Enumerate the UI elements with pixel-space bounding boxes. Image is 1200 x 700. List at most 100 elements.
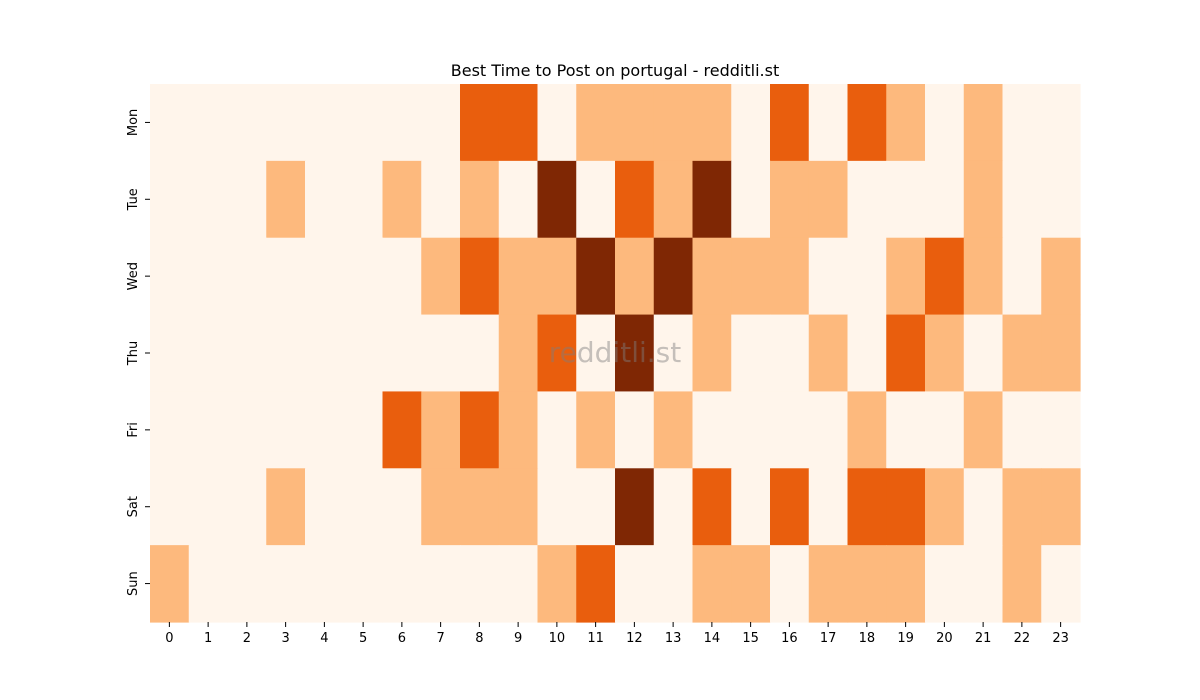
heatmap-cell-mon-23 <box>1041 84 1081 162</box>
heatmap-cell-sat-19 <box>886 468 926 546</box>
heatmap-cell-wed-23 <box>1041 237 1081 316</box>
heatmap-cell-wed-8 <box>460 237 500 316</box>
heatmap-cell-tue-19 <box>886 160 926 239</box>
heatmap-cell-thu-10 <box>537 314 577 393</box>
heatmap-cell-tue-22 <box>1002 160 1042 239</box>
heatmap-cell-thu-22 <box>1002 314 1042 393</box>
heatmap-cell-tue-3 <box>266 160 306 239</box>
heatmap-cell-sun-3 <box>266 545 306 623</box>
heatmap-cell-mon-10 <box>537 84 577 162</box>
heatmap-cell-wed-20 <box>925 237 965 316</box>
x-tick-label-19: 19 <box>897 631 914 646</box>
heatmap-cell-tue-14 <box>692 160 732 239</box>
heatmap-cell-thu-1 <box>188 314 229 393</box>
heatmap-cell-tue-23 <box>1041 160 1081 239</box>
x-tick-label-5: 5 <box>359 631 367 646</box>
heatmap-cell-mon-14 <box>692 84 732 162</box>
heatmap-cell-mon-9 <box>498 84 539 162</box>
heatmap-cell-wed-15 <box>731 237 771 316</box>
heatmap-cell-tue-0 <box>150 160 190 239</box>
heatmap-cell-sat-13 <box>653 468 694 546</box>
heatmap-cell-sat-17 <box>808 468 849 546</box>
heatmap-cell-thu-18 <box>847 314 887 393</box>
heatmap-cell-fri-13 <box>653 391 694 469</box>
heatmap-cell-wed-17 <box>808 237 849 316</box>
heatmap-cell-sun-13 <box>653 545 694 623</box>
heatmap-cell-thu-7 <box>421 314 461 393</box>
heatmap-cell-sat-1 <box>188 468 229 546</box>
heatmap-cell-thu-19 <box>886 314 926 393</box>
heatmap-cell-sun-4 <box>305 545 345 623</box>
chart-title: Best Time to Post on portugal - redditli… <box>451 61 779 80</box>
heatmap-cell-wed-9 <box>498 237 539 316</box>
heatmap-cell-wed-6 <box>382 237 422 316</box>
x-tick-label-2: 2 <box>243 631 251 646</box>
x-tick-label-15: 15 <box>742 631 759 646</box>
heatmap-cell-fri-8 <box>460 391 500 469</box>
x-tick-label-13: 13 <box>665 631 682 646</box>
x-tick-label-10: 10 <box>549 631 566 646</box>
heatmap-cell-fri-20 <box>925 391 965 469</box>
heatmap-cell-sat-9 <box>498 468 539 546</box>
heatmap-cell-thu-8 <box>460 314 500 393</box>
heatmap-cell-fri-23 <box>1041 391 1081 469</box>
heatmap-cell-wed-10 <box>537 237 577 316</box>
heatmap-cell-sat-8 <box>460 468 500 546</box>
heatmap-cell-sat-0 <box>150 468 190 546</box>
heatmap-cell-tue-1 <box>188 160 229 239</box>
heatmap-cell-sat-18 <box>847 468 887 546</box>
heatmap-cell-tue-12 <box>615 160 655 239</box>
heatmap-cell-thu-0 <box>150 314 190 393</box>
heatmap-cell-sat-7 <box>421 468 461 546</box>
y-tick-label-fri: Fri <box>126 422 141 438</box>
x-tick-label-22: 22 <box>1014 631 1031 646</box>
heatmap-cell-tue-4 <box>305 160 345 239</box>
heatmap-cell-sat-20 <box>925 468 965 546</box>
heatmap-cell-fri-18 <box>847 391 887 469</box>
heatmap-cell-sun-18 <box>847 545 887 623</box>
heatmap-cell-fri-2 <box>227 391 267 469</box>
heatmap-cell-thu-3 <box>266 314 306 393</box>
x-tick-label-11: 11 <box>587 631 604 646</box>
y-axis: Mon Tue Wed Thu Fri Sat Sun <box>126 109 150 596</box>
heatmap-cell-wed-3 <box>266 237 306 316</box>
heatmap-cell-mon-17 <box>808 84 849 162</box>
heatmap-cell-sun-5 <box>343 545 384 623</box>
x-tick-label-23: 23 <box>1052 631 1069 646</box>
heatmap-cell-fri-17 <box>808 391 849 469</box>
heatmap-cell-mon-12 <box>615 84 655 162</box>
x-tick-label-8: 8 <box>475 631 483 646</box>
x-tick-label-21: 21 <box>975 631 992 646</box>
x-tick-label-16: 16 <box>781 631 798 646</box>
heatmap-cell-tue-7 <box>421 160 461 239</box>
heatmap-cell-wed-16 <box>770 237 810 316</box>
heatmap-cell-mon-11 <box>576 84 616 162</box>
heatmap-cell-tue-13 <box>653 160 694 239</box>
heatmap-cell-wed-5 <box>343 237 384 316</box>
heatmap-cell-thu-12 <box>615 314 655 393</box>
heatmap-cell-mon-2 <box>227 84 267 162</box>
x-tick-label-3: 3 <box>281 631 289 646</box>
heatmap-cell-wed-12 <box>615 237 655 316</box>
heatmap-cell-sun-10 <box>537 545 577 623</box>
heatmap-cell-sun-8 <box>460 545 500 623</box>
x-axis: 0 1 2 3 4 5 6 7 8 9 10 11 12 13 14 15 16 17 18 19 20 21 22 23 <box>165 622 1069 646</box>
y-tick-label-tue: Tue <box>126 188 141 211</box>
heatmap-cell-thu-2 <box>227 314 267 393</box>
x-tick-label-12: 12 <box>626 631 643 646</box>
x-tick-label-7: 7 <box>436 631 444 646</box>
heatmap-cell-tue-9 <box>498 160 539 239</box>
heatmap-cell-thu-21 <box>963 314 1004 393</box>
heatmap-cell-tue-10 <box>537 160 577 239</box>
heatmap-cell-fri-0 <box>150 391 190 469</box>
heatmap-cell-sun-0 <box>150 545 190 623</box>
heatmap-cell-fri-16 <box>770 391 810 469</box>
heatmap-cell-sun-7 <box>421 545 461 623</box>
heatmap-cell-sat-23 <box>1041 468 1081 546</box>
heatmap-cell-thu-9 <box>498 314 539 393</box>
heatmap-cell-sun-16 <box>770 545 810 623</box>
heatmap-cell-sat-12 <box>615 468 655 546</box>
heatmap-cell-tue-8 <box>460 160 500 239</box>
x-tick-label-0: 0 <box>165 631 173 646</box>
y-tick-label-thu: Thu <box>126 341 141 366</box>
